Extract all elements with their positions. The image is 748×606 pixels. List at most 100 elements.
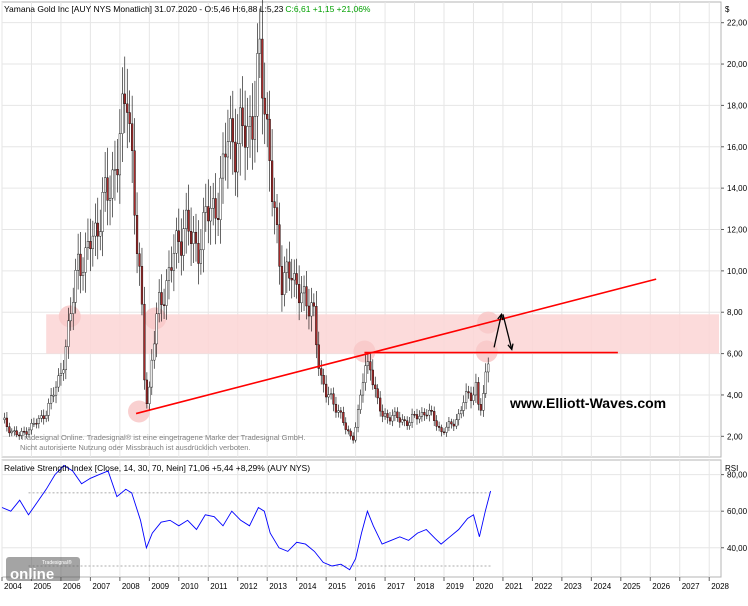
candle-body (5, 417, 9, 427)
candle-body (430, 410, 433, 412)
candle-body (177, 230, 180, 242)
candle-body (290, 278, 293, 281)
candle-body (244, 125, 247, 148)
candle-body (8, 426, 11, 434)
candle-body (224, 153, 227, 158)
candle-body (138, 253, 141, 267)
candle-body (474, 382, 478, 396)
candle-body (337, 410, 340, 413)
candle-body (229, 118, 232, 142)
candle-body (219, 177, 222, 220)
price-y-axis: 2,00 4,00 6,00 8,00 10,00 12,00 14,00 16,00 18,0… (721, 19, 748, 441)
candle-body (298, 284, 301, 304)
candle-body (467, 391, 470, 394)
candle-body (27, 429, 31, 435)
candle-body (376, 388, 379, 399)
candle-body (325, 383, 328, 398)
candle-body (10, 430, 13, 434)
candle-body (67, 320, 70, 347)
rsi-plot-frame (1, 459, 722, 578)
candle-body (113, 169, 117, 171)
candle-body (108, 197, 112, 201)
rsi-title: Relative Strength Index [Close, 14, 30, … (4, 463, 310, 473)
candle-body (30, 423, 33, 431)
candle-body (425, 414, 428, 417)
highlight-circle (353, 340, 376, 363)
candle-body (140, 266, 144, 305)
logo-small: Tradesignal® (42, 559, 72, 566)
candle-body (334, 403, 338, 413)
disclaimer-line2: Nicht autorisierte Nutzung oder Missbrau… (20, 443, 251, 452)
price-y-tick-label: 8,00 (727, 308, 743, 317)
candle-body (150, 359, 153, 388)
candle-body (79, 253, 82, 276)
candle-body (170, 267, 173, 271)
candle-body (172, 253, 175, 271)
candle-body (91, 235, 94, 250)
candle-body (383, 413, 387, 417)
candle-body (167, 267, 171, 281)
x-tick-label: 2018 (417, 582, 435, 591)
x-tick-label: 2020 (475, 582, 493, 591)
candle-body (84, 247, 87, 273)
candle-body (135, 214, 139, 254)
candle-body (199, 249, 203, 264)
candle-body (256, 53, 259, 117)
candle-body (413, 413, 416, 416)
candle-body (42, 415, 45, 419)
rsi-axis-label: RSI (725, 464, 738, 473)
candle-body (482, 393, 485, 411)
candle-body (145, 379, 148, 405)
candle-body (361, 382, 365, 396)
candle-body (329, 393, 333, 395)
arrow-head (497, 312, 504, 321)
rsi-y-tick-label: 80,00 (727, 471, 748, 480)
candle-body (445, 426, 448, 433)
candle-body (359, 394, 362, 410)
watermark: www.Elliott-Waves.com (509, 395, 666, 411)
candle-body (121, 93, 124, 134)
candle-body (40, 415, 43, 419)
trendlines (135, 278, 657, 415)
candle-body (131, 123, 134, 151)
candle-body (118, 133, 121, 176)
candle-body (379, 397, 382, 412)
candle-body (420, 412, 424, 417)
currency-symbol: $ (725, 5, 730, 14)
candle-body (192, 231, 195, 244)
x-tick-label: 2023 (564, 582, 582, 591)
x-tick-label: 2019 (446, 582, 464, 591)
candle-body (415, 414, 419, 420)
candle-body (251, 116, 254, 140)
x-tick-label: 2009 (151, 582, 169, 591)
x-tick-label: 2021 (505, 582, 523, 591)
x-tick-label: 2026 (652, 582, 670, 591)
candle-body (246, 126, 249, 148)
x-tick-label: 2007 (92, 582, 110, 591)
candle-body (3, 417, 6, 420)
candle-body (479, 404, 482, 411)
candle-body (283, 272, 286, 295)
candle-body (406, 420, 409, 426)
candle-body (25, 431, 28, 435)
candle-body (155, 313, 158, 345)
candle-body (285, 261, 288, 273)
candle-body (332, 393, 335, 405)
candle-body (457, 413, 460, 420)
arrows (493, 312, 514, 351)
x-tick-label: 2010 (181, 582, 199, 591)
x-tick-label: 2028 (711, 582, 729, 591)
x-axis: 2004 2005 2006 2007 2008 2009 2010 2011 2012 2013… (1, 577, 730, 591)
candle-body (189, 231, 193, 244)
candle-body (197, 243, 200, 264)
candle-body (410, 413, 414, 423)
x-tick-label: 2022 (534, 582, 552, 591)
candle-body (111, 169, 114, 199)
price-y-tick-label: 22,00 (727, 19, 748, 28)
candle-body (484, 371, 487, 394)
candle-body (320, 368, 323, 376)
candle-body (462, 402, 465, 411)
candle-body (187, 209, 190, 232)
candle-body (339, 410, 342, 413)
